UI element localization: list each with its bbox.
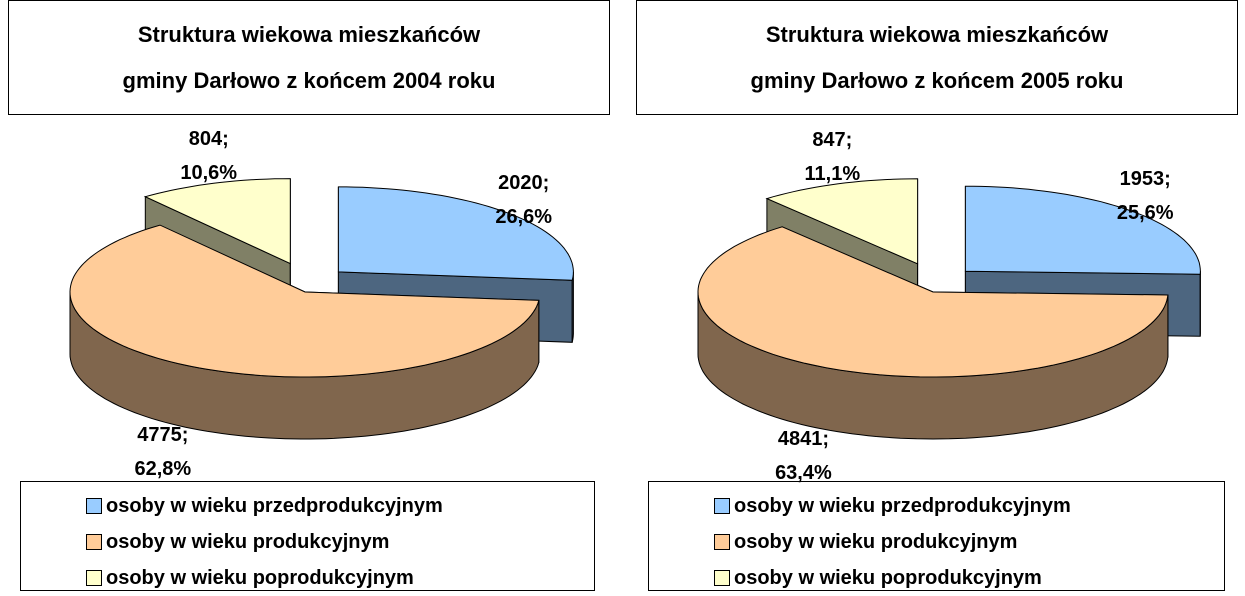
slice-wall	[572, 272, 573, 342]
legend-item: osoby w wieku produkcyjnym	[86, 524, 594, 560]
legend-swatch	[86, 534, 102, 550]
legend-swatch	[86, 570, 102, 586]
legend-swatch	[714, 498, 730, 514]
legend-label: osoby w wieku poprodukcyjnym	[734, 567, 1042, 590]
data-label: 2020; 26,6%	[479, 166, 569, 234]
legend-item: osoby w wieku produkcyjnym	[714, 524, 1224, 560]
legend-item: osoby w wieku poprodukcyjnym	[86, 560, 594, 596]
legend: osoby w wieku przedprodukcyjnym osoby w w…	[648, 481, 1225, 591]
legend-item: osoby w wieku poprodukcyjnym	[714, 560, 1224, 596]
data-label: 4775; 62,8%	[118, 418, 208, 486]
legend-swatch	[86, 498, 102, 514]
legend-swatch	[714, 534, 730, 550]
chart-title: Struktura wiekowa mieszkańców gminy Darł…	[636, 0, 1238, 115]
data-label: 4841; 63,4%	[758, 422, 848, 490]
legend-label: osoby w wieku produkcyjnym	[106, 531, 389, 554]
legend: osoby w wieku przedprodukcyjnym osoby w w…	[20, 481, 595, 591]
legend-item: osoby w wieku przedprodukcyjnym	[714, 488, 1224, 524]
legend-label: osoby w wieku produkcyjnym	[734, 531, 1017, 554]
data-label: 847; 11,1%	[787, 123, 877, 191]
legend-swatch	[714, 570, 730, 586]
legend-label: osoby w wieku poprodukcyjnym	[106, 567, 414, 590]
data-label: 804; 10,6%	[164, 122, 254, 190]
legend-item: osoby w wieku przedprodukcyjnym	[86, 488, 594, 524]
legend-label: osoby w wieku przedprodukcyjnym	[734, 495, 1071, 518]
legend-label: osoby w wieku przedprodukcyjnym	[106, 495, 443, 518]
chart-title: Struktura wiekowa mieszkańców gminy Darł…	[8, 0, 610, 115]
data-label: 1953; 25,6%	[1100, 162, 1190, 230]
